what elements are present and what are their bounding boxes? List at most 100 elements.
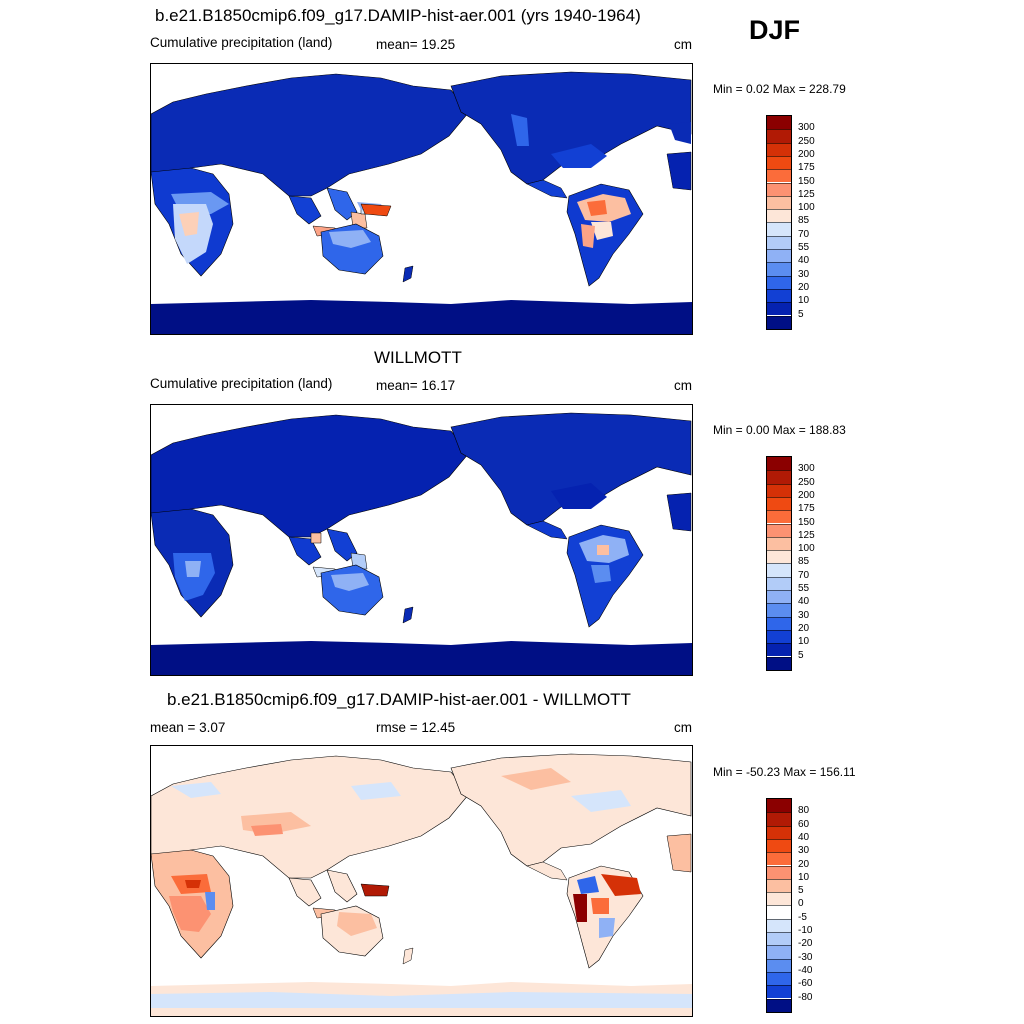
colorbar-tick-label: 0 xyxy=(798,898,804,910)
colorbar-swatch xyxy=(767,142,791,156)
colorbar-tick-label: 300 xyxy=(798,463,815,475)
colorbar-swatch xyxy=(767,550,791,564)
colorbar-swatch xyxy=(767,235,791,249)
colorbar-tick-label: 40 xyxy=(798,255,810,267)
colorbar-swatch xyxy=(767,209,791,223)
panel-diff-rmse: rmse = 12.45 xyxy=(376,720,456,735)
colorbar-swatch xyxy=(767,483,791,497)
season-label: DJF xyxy=(749,15,801,45)
colorbar-swatch xyxy=(767,182,791,196)
colorbar-swatch xyxy=(767,643,791,657)
colorbar-tick-label: -10 xyxy=(798,925,813,936)
colorbar-tick-label: 10 xyxy=(798,636,810,648)
colorbar-swatch xyxy=(767,656,791,670)
colorbar-tick-label: 20 xyxy=(798,858,810,870)
colorbar-swatch xyxy=(767,523,791,537)
colorbar-swatch xyxy=(767,985,791,999)
colorbar-tick-label: 55 xyxy=(798,242,810,253)
colorbar-swatch xyxy=(767,470,791,484)
colorbar-tick-label: 85 xyxy=(798,556,810,568)
colorbar-swatch xyxy=(767,998,791,1012)
panel-obs-map xyxy=(150,404,693,676)
colorbar-tick-label: 20 xyxy=(798,281,810,293)
colorbar-tick-label: 80 xyxy=(798,805,810,817)
panel-model-variable-label: Cumulative precipitation (land) xyxy=(150,35,333,50)
colorbar-tick-label: 40 xyxy=(798,831,810,843)
colorbar-tick-label: 5 xyxy=(798,649,804,661)
panel-diff-map xyxy=(150,745,693,1017)
colorbar-swatch xyxy=(767,918,791,932)
colorbar-swatch xyxy=(767,275,791,289)
colorbar-swatch xyxy=(767,878,791,893)
colorbar-swatch xyxy=(767,812,791,826)
colorbar-swatch xyxy=(767,116,791,130)
panel-diff-minmax: Min = -50.23 Max = 156.11 xyxy=(713,765,856,779)
colorbar-tick-label: 30 xyxy=(798,268,810,280)
colorbar-swatch xyxy=(767,576,791,590)
colorbar-swatch xyxy=(767,825,791,839)
colorbar-box xyxy=(766,798,792,1013)
colorbar-swatch xyxy=(767,129,791,143)
colorbar-tick-label: 300 xyxy=(798,122,815,134)
panel-model-units: cm xyxy=(674,37,692,52)
colorbar-tick-label: 200 xyxy=(798,489,815,501)
panel-model-minmax: Min = 0.02 Max = 228.79 xyxy=(713,82,846,96)
colorbar-tick-label: 20 xyxy=(798,622,810,634)
colorbar-tick-label: -5 xyxy=(798,911,807,923)
colorbar-tick-label: -20 xyxy=(798,938,813,950)
panel-model-mean: mean= 19.25 xyxy=(376,37,456,52)
colorbar-swatch xyxy=(767,169,791,183)
colorbar-box xyxy=(766,115,792,330)
colorbar-tick-label: 70 xyxy=(798,569,810,581)
colorbar-swatch xyxy=(767,945,791,959)
colorbar-swatch xyxy=(767,629,791,644)
colorbar-box xyxy=(766,456,792,671)
colorbar-swatch xyxy=(767,590,791,604)
colorbar-tick-label: -40 xyxy=(798,964,813,976)
panel-obs-title: WILLMOTT xyxy=(374,348,462,367)
colorbar-swatch xyxy=(767,838,791,853)
colorbar-swatch xyxy=(767,971,791,986)
colorbar-swatch xyxy=(767,262,791,276)
colorbar-swatch xyxy=(767,302,791,316)
colorbar-tick-label: 125 xyxy=(798,188,815,200)
colorbar-tick-label: 5 xyxy=(798,885,804,897)
colorbar-swatch xyxy=(767,616,791,630)
colorbar-swatch xyxy=(767,852,791,866)
colorbar-tick-label: 150 xyxy=(798,175,815,187)
colorbar-swatch xyxy=(767,510,791,524)
colorbar-swatch xyxy=(767,905,791,919)
colorbar-tick-label: -30 xyxy=(798,951,813,963)
colorbar-tick-label: 85 xyxy=(798,215,810,227)
colorbar-swatch xyxy=(767,536,791,551)
colorbar-swatch xyxy=(767,288,791,303)
colorbar-swatch xyxy=(767,457,791,471)
colorbar-tick-label: 250 xyxy=(798,476,815,488)
colorbar-tick-label: 125 xyxy=(798,529,815,541)
colorbar-tick-label: 175 xyxy=(798,162,815,174)
panel-diff-mean: mean = 3.07 xyxy=(150,720,226,735)
colorbar-swatch xyxy=(767,195,791,210)
colorbar-tick-label: 55 xyxy=(798,583,810,594)
colorbar-tick-label: 250 xyxy=(798,135,815,147)
panel-diff-title: b.e21.B1850cmip6.f09_g17.DAMIP-hist-aer.… xyxy=(167,690,631,709)
colorbar-tick-label: 5 xyxy=(798,308,804,320)
colorbar-tick-label: 40 xyxy=(798,596,810,608)
panel-obs-mean: mean= 16.17 xyxy=(376,378,456,393)
colorbar-swatch xyxy=(767,603,791,617)
colorbar-swatch xyxy=(767,865,791,879)
colorbar-tick-label: 175 xyxy=(798,503,815,515)
colorbar-tick-label: -80 xyxy=(798,991,813,1003)
colorbar-tick-label: 100 xyxy=(798,202,815,214)
colorbar-swatch xyxy=(767,155,791,170)
panel-obs-variable-label: Cumulative precipitation (land) xyxy=(150,376,333,391)
colorbar-swatch xyxy=(767,249,791,263)
colorbar-tick-label: 10 xyxy=(798,871,810,883)
colorbar-swatch xyxy=(767,892,791,906)
colorbar-swatch xyxy=(767,958,791,972)
panel-obs-units: cm xyxy=(674,378,692,393)
panel-obs-minmax: Min = 0.00 Max = 188.83 xyxy=(713,423,846,437)
colorbar-tick-label: 30 xyxy=(798,609,810,621)
panel-model-map xyxy=(150,63,693,335)
colorbar-tick-label: -60 xyxy=(798,978,813,990)
